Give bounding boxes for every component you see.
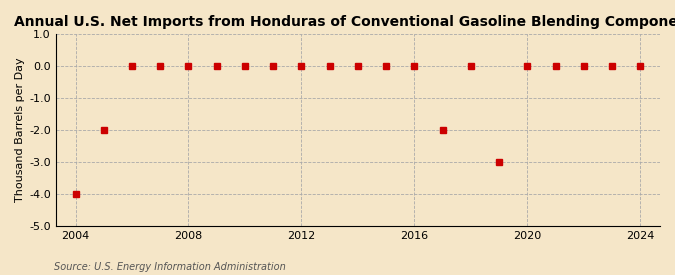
Y-axis label: Thousand Barrels per Day: Thousand Barrels per Day xyxy=(15,58,25,202)
Text: Source: U.S. Energy Information Administration: Source: U.S. Energy Information Administ… xyxy=(54,262,286,272)
Title: Annual U.S. Net Imports from Honduras of Conventional Gasoline Blending Componen: Annual U.S. Net Imports from Honduras of… xyxy=(14,15,675,29)
